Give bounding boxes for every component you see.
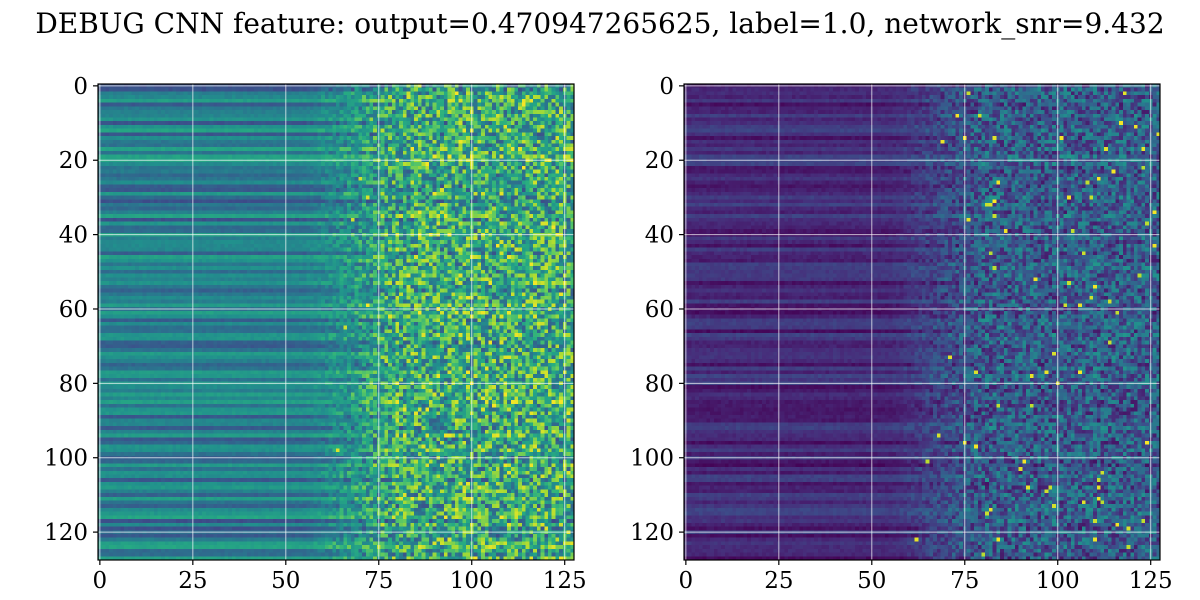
x-tick-label: 50 — [857, 568, 886, 594]
y-tick-label: 80 — [645, 371, 674, 397]
figure-title: DEBUG CNN feature: output=0.470947265625… — [35, 7, 1164, 40]
y-tick-label: 60 — [645, 297, 674, 323]
y-tick-label: 40 — [59, 223, 88, 249]
x-tick-label: 50 — [271, 568, 300, 594]
x-tick-label: 125 — [1129, 568, 1173, 594]
x-tick-label: 25 — [178, 568, 207, 594]
heatmap-plot-left: 0 25 50 75 100 125 0 20 40 60 80 100 120 — [44, 74, 587, 594]
axes-frame — [683, 83, 1161, 561]
y-tick-label: 20 — [645, 148, 674, 174]
y-tick-label: 20 — [59, 148, 88, 174]
y-tick-label: 60 — [59, 297, 88, 323]
y-tick-label: 80 — [59, 371, 88, 397]
x-tick-label: 25 — [764, 568, 793, 594]
x-tick-label: 100 — [450, 568, 494, 594]
x-tick-label: 0 — [679, 568, 694, 594]
y-tick-label: 120 — [630, 520, 674, 546]
heatmap-cells-0 — [98, 84, 574, 560]
x-tick-label: 75 — [364, 568, 393, 594]
x-tick-label: 0 — [93, 568, 108, 594]
axes-frame — [97, 83, 575, 561]
x-tick-label: 75 — [950, 568, 979, 594]
heatmap-cells-1 — [684, 84, 1160, 560]
y-tick-label: 0 — [659, 74, 674, 100]
y-tick-label: 120 — [44, 520, 88, 546]
y-tick-label: 0 — [73, 74, 88, 100]
heatmap-plot-right: 0 25 50 75 100 125 0 20 40 60 80 100 120 — [630, 74, 1173, 594]
x-tick-label: 100 — [1036, 568, 1080, 594]
x-tick-label: 125 — [543, 568, 587, 594]
y-tick-label: 100 — [44, 446, 88, 472]
y-tick-label: 40 — [645, 223, 674, 249]
y-tick-label: 100 — [630, 446, 674, 472]
